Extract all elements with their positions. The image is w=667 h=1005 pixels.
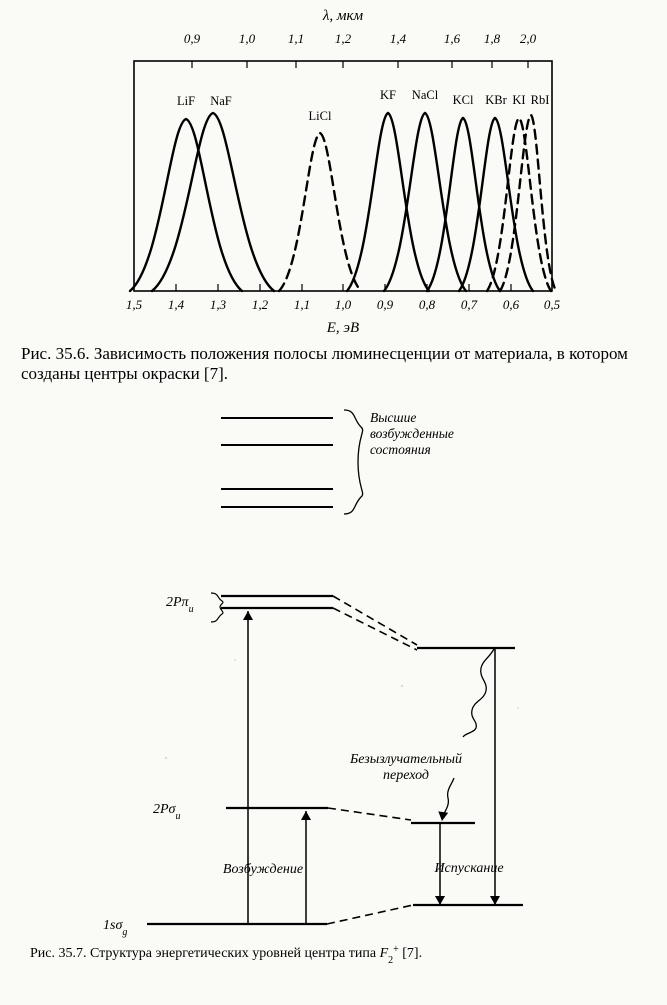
svg-text:KBr: KBr — [485, 93, 507, 107]
svg-text:созданы центры окраски [7].: созданы центры окраски [7]. — [21, 364, 228, 383]
svg-text:1,4: 1,4 — [390, 31, 407, 46]
svg-text:LiF: LiF — [177, 94, 195, 108]
svg-text:0,9: 0,9 — [184, 31, 201, 46]
svg-text:RbI: RbI — [531, 93, 550, 107]
svg-text:E, эВ: E, эВ — [326, 320, 359, 336]
svg-text:Испускание: Испускание — [433, 861, 503, 876]
svg-text:1,5: 1,5 — [126, 297, 143, 312]
svg-text:Рис. 35.6. Зависимость положен: Рис. 35.6. Зависимость положения полосы … — [21, 344, 628, 363]
svg-text:1,8: 1,8 — [484, 31, 501, 46]
svg-text:1,2: 1,2 — [252, 297, 269, 312]
svg-text:KF: KF — [380, 88, 396, 102]
svg-text:LiCl: LiCl — [309, 109, 332, 123]
svg-text:0,5: 0,5 — [544, 297, 561, 312]
svg-text:λ, мкм: λ, мкм — [322, 8, 364, 24]
svg-text:1,0: 1,0 — [335, 297, 352, 312]
svg-text:Безызлучательный: Безызлучательный — [349, 752, 462, 767]
svg-text:Высшие: Высшие — [370, 410, 416, 425]
svg-text:2,0: 2,0 — [520, 31, 537, 46]
svg-text:0,6: 0,6 — [503, 297, 520, 312]
svg-text:0,7: 0,7 — [461, 297, 478, 312]
svg-text:состояния: состояния — [370, 442, 431, 457]
svg-text:NaF: NaF — [210, 94, 232, 108]
svg-text:0,9: 0,9 — [377, 297, 394, 312]
svg-text:0,8: 0,8 — [419, 297, 436, 312]
svg-text:Возбуждение: Возбуждение — [223, 862, 303, 877]
svg-text:1,3: 1,3 — [210, 297, 227, 312]
svg-text:1,6: 1,6 — [444, 31, 461, 46]
svg-text:1,0: 1,0 — [239, 31, 256, 46]
svg-text:NaCl: NaCl — [412, 88, 439, 102]
svg-text:1,4: 1,4 — [168, 297, 185, 312]
svg-text:возбужденные: возбужденные — [370, 426, 454, 441]
svg-text:переход: переход — [383, 768, 429, 783]
svg-text:1,1: 1,1 — [294, 297, 310, 312]
svg-text:1,1: 1,1 — [288, 31, 304, 46]
svg-text:KI: KI — [512, 93, 525, 107]
svg-text:KCl: KCl — [453, 93, 474, 107]
svg-text:1,2: 1,2 — [335, 31, 352, 46]
